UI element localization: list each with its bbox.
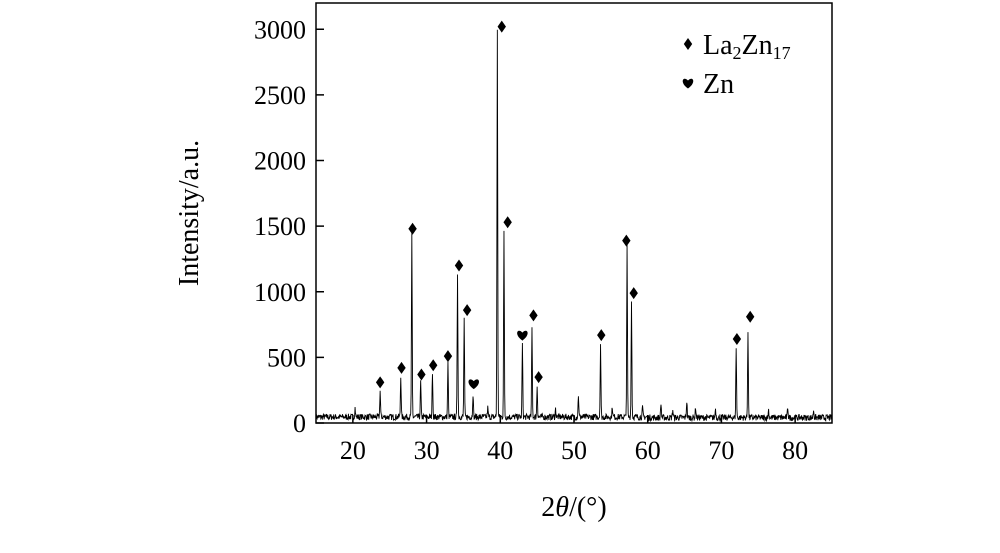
la2zn17-marker	[529, 309, 538, 322]
la2zn17-marker	[534, 371, 543, 384]
la2zn17-marker	[397, 361, 406, 374]
zn-marker	[468, 379, 480, 390]
la2zn17-marker	[462, 304, 472, 317]
x-tick-label: 70	[708, 436, 734, 465]
diamond-icon	[683, 38, 693, 50]
la2zn17-marker	[429, 359, 438, 372]
zn-marker	[517, 330, 528, 341]
x-axis-label-theta: θ	[555, 492, 569, 523]
y-axis-label: Intensity/a.u.	[174, 140, 205, 286]
legend-label-zn: Zn	[703, 69, 734, 100]
la2zn17-marker	[443, 350, 453, 363]
x-axis-label: 2θ/(°)	[541, 492, 606, 523]
x-tick-label: 80	[782, 436, 808, 465]
x-tick-label: 20	[340, 436, 366, 465]
heart-icon	[682, 78, 694, 89]
la2zn17-marker	[417, 368, 426, 381]
la2zn17-marker	[745, 310, 755, 323]
la2zn17-marker	[375, 376, 385, 389]
y-axis-ticks: 0 500 1000 1500 2000 2500 3000	[254, 15, 324, 438]
y-tick-label: 500	[267, 343, 306, 372]
la2zn17-marker	[597, 329, 606, 342]
legend-entry-zn: Zn	[682, 69, 734, 100]
la2zn17-marker	[629, 287, 638, 300]
la2zn17-marker	[408, 222, 417, 235]
la2zn17-marker	[732, 333, 742, 345]
legend-zn: Zn	[742, 30, 773, 61]
x-tick-label: 40	[487, 436, 513, 465]
x-axis-ticks: 20 30 40 50 60 70 80	[340, 415, 808, 465]
y-tick-label: 1500	[254, 212, 306, 241]
legend: La2Zn17 Zn	[682, 30, 791, 100]
legend-zn-sub: 17	[773, 43, 791, 63]
x-axis-label-suffix: /(°)	[569, 492, 607, 523]
y-tick-label: 1000	[254, 278, 306, 307]
legend-label-la2zn17: La2Zn17	[703, 30, 791, 63]
legend-la-sub: 2	[733, 43, 742, 63]
la2zn17-marker	[497, 20, 506, 33]
y-tick-label: 2000	[254, 147, 306, 176]
la2zn17-marker	[622, 234, 631, 247]
la2zn17-marker	[454, 259, 464, 272]
y-tick-label: 2500	[254, 81, 306, 110]
x-axis-label-prefix: 2	[541, 492, 555, 523]
legend-la: La	[703, 30, 733, 61]
y-tick-label: 0	[293, 409, 306, 438]
y-tick-label: 3000	[254, 15, 306, 44]
phase-markers	[375, 20, 755, 390]
legend-entry-la2zn17: La2Zn17	[683, 30, 791, 63]
x-tick-label: 30	[414, 436, 440, 465]
la2zn17-marker	[503, 216, 512, 229]
x-tick-label: 60	[635, 436, 661, 465]
xrd-pattern-line	[315, 29, 833, 423]
x-tick-label: 50	[561, 436, 587, 465]
plot-frame	[315, 2, 833, 424]
